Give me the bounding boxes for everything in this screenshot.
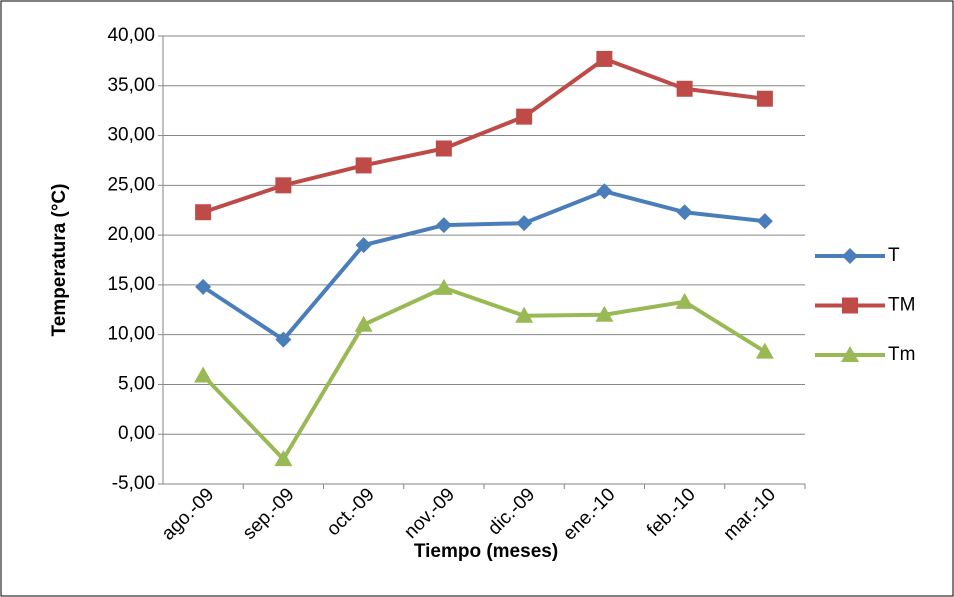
marker (435, 140, 452, 157)
series-line (202, 56, 766, 215)
y-tick-label: 35,00 (107, 75, 155, 96)
marker (194, 366, 213, 383)
legend-marker (842, 248, 858, 264)
y-tick-label: 10,00 (107, 324, 155, 345)
y-tick-label: 5,00 (118, 373, 155, 394)
series-line (202, 189, 766, 342)
legend-label: Tm (888, 344, 915, 365)
legend-label: TM (888, 295, 915, 316)
y-axis-title: Temperatura (°C) (49, 184, 70, 337)
marker (435, 217, 452, 234)
legend-marker (841, 346, 859, 362)
marker (354, 315, 373, 332)
marker (755, 342, 774, 359)
legend-label: T (888, 245, 900, 266)
marker (274, 450, 293, 467)
y-tick-label: 15,00 (107, 274, 155, 295)
marker (275, 331, 292, 348)
y-tick-label: 25,00 (107, 174, 155, 195)
x-axis-title: Tiempo (meses) (414, 541, 558, 562)
legend-marker (842, 297, 858, 314)
marker (595, 305, 614, 322)
series-line (201, 285, 766, 462)
marker (675, 292, 694, 309)
marker (195, 204, 212, 221)
marker (516, 108, 533, 125)
marker (195, 278, 212, 295)
marker (756, 213, 773, 230)
marker (434, 278, 453, 295)
y-tick-label: 40,00 (107, 25, 155, 46)
marker (355, 157, 372, 174)
marker (756, 90, 773, 107)
y-tick-label: 0,00 (118, 423, 155, 444)
marker (515, 306, 534, 323)
marker (355, 237, 372, 254)
y-tick-label: 30,00 (107, 125, 155, 146)
marker (676, 80, 693, 97)
marker (275, 177, 292, 194)
y-tick-label: -5,00 (112, 473, 155, 494)
marker (596, 50, 613, 67)
y-tick-label: 20,00 (107, 224, 155, 245)
marker (516, 215, 533, 232)
marker (596, 183, 613, 200)
marker (676, 204, 693, 221)
